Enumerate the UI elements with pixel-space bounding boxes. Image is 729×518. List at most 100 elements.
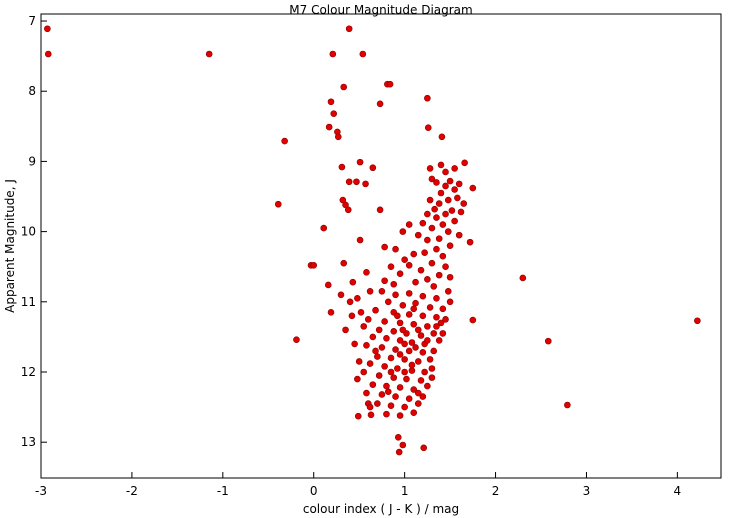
y-tick-label: 8 bbox=[28, 84, 36, 98]
scatter-point bbox=[329, 50, 337, 58]
scatter-point bbox=[444, 196, 452, 204]
scatter-point bbox=[437, 189, 445, 197]
x-tick-label: 2 bbox=[492, 484, 500, 498]
scatter-point bbox=[414, 358, 422, 365]
x-axis-label: colour index ( J - K ) / mag bbox=[303, 502, 459, 516]
scatter-point bbox=[446, 298, 454, 306]
scatter-point bbox=[399, 441, 407, 449]
scatter-point bbox=[376, 100, 384, 108]
scatter-point bbox=[327, 98, 335, 106]
scatter-point bbox=[339, 196, 347, 204]
scatter-point bbox=[374, 353, 381, 360]
scatter-point bbox=[426, 356, 434, 363]
scatter-point bbox=[372, 347, 379, 355]
scatter-point bbox=[392, 346, 399, 353]
scatter-point bbox=[374, 400, 381, 407]
scatter-point bbox=[420, 444, 428, 452]
scatter-point bbox=[469, 184, 477, 192]
scatter-point bbox=[386, 80, 394, 88]
scatter-point bbox=[405, 395, 413, 402]
x-tick-label: 4 bbox=[674, 484, 682, 498]
scatter-point bbox=[424, 236, 431, 244]
scatter-point bbox=[417, 332, 425, 339]
scatter-point bbox=[401, 368, 408, 376]
scatter-point bbox=[396, 384, 404, 391]
x-tick-label: 0 bbox=[310, 484, 318, 498]
scatter-point bbox=[337, 291, 345, 299]
scatter-point bbox=[446, 242, 454, 249]
scatter-point bbox=[387, 263, 395, 271]
scatter-point bbox=[431, 205, 438, 213]
scatter-point bbox=[396, 351, 404, 358]
scatter-point bbox=[433, 294, 440, 302]
scatter-point bbox=[433, 179, 440, 186]
scatter-point bbox=[354, 294, 361, 302]
scatter-point bbox=[293, 336, 300, 344]
scatter-point bbox=[442, 316, 449, 323]
y-tick-label: 10 bbox=[21, 225, 36, 239]
scatter-point bbox=[444, 228, 452, 235]
scatter-point bbox=[401, 340, 408, 348]
scatter-point bbox=[334, 133, 342, 141]
scatter-point bbox=[442, 182, 449, 190]
scatter-point bbox=[442, 263, 449, 271]
scatter-point bbox=[403, 375, 410, 383]
scatter-point bbox=[399, 326, 407, 334]
scatter-point bbox=[392, 291, 399, 299]
scatter-point bbox=[367, 411, 375, 419]
scatter-point bbox=[424, 276, 431, 283]
scatter-point bbox=[383, 410, 390, 418]
scatter-point bbox=[433, 214, 440, 221]
scatter-point bbox=[446, 177, 454, 185]
scatter-point bbox=[384, 388, 392, 395]
scatter-point bbox=[564, 401, 571, 409]
x-tick-label: 3 bbox=[583, 484, 591, 498]
scatter-point bbox=[396, 337, 404, 344]
scatter-point bbox=[342, 326, 349, 334]
scatter-point bbox=[412, 278, 419, 286]
scatter-point bbox=[457, 208, 465, 216]
scatter-point bbox=[320, 224, 328, 232]
y-tick-label: 11 bbox=[21, 295, 36, 309]
scatter-point bbox=[435, 235, 443, 242]
scatter-point bbox=[435, 271, 443, 279]
scatter-point bbox=[446, 273, 454, 281]
scatter-point bbox=[392, 393, 399, 400]
scatter-point bbox=[356, 236, 364, 244]
scatter-point bbox=[428, 175, 436, 183]
scatter-point bbox=[519, 274, 527, 282]
scatter-point bbox=[405, 311, 413, 318]
scatter-point bbox=[694, 317, 701, 325]
scatter-point bbox=[405, 262, 413, 269]
scatter-point bbox=[414, 231, 422, 239]
scatter-point bbox=[390, 374, 398, 381]
scatter-point bbox=[405, 347, 413, 355]
scatter-point bbox=[439, 221, 447, 228]
scatter-point bbox=[435, 337, 443, 344]
scatter-point bbox=[428, 259, 436, 267]
scatter-point bbox=[366, 287, 374, 295]
scatter-point bbox=[454, 194, 461, 202]
scatter-point bbox=[366, 360, 374, 367]
scatter-point bbox=[274, 200, 282, 208]
scatter-point bbox=[414, 400, 422, 407]
scatter-point bbox=[205, 50, 213, 58]
chart-title: M7 Colour Magnitude Diagram bbox=[289, 3, 472, 17]
scatter-point bbox=[419, 393, 427, 400]
scatter-point bbox=[448, 207, 456, 214]
scatter-point bbox=[356, 158, 364, 166]
scatter-point bbox=[310, 262, 318, 269]
scatter-point bbox=[424, 382, 431, 390]
scatter-point bbox=[430, 283, 438, 290]
scatter-point bbox=[381, 277, 388, 285]
scatter-point bbox=[430, 330, 438, 337]
scatter-point bbox=[375, 326, 383, 334]
x-tick-label: -2 bbox=[126, 484, 138, 498]
scatter-point bbox=[378, 391, 386, 398]
scatter-point bbox=[408, 339, 416, 346]
scatter-point bbox=[417, 266, 425, 274]
scatter-point bbox=[401, 403, 408, 411]
scatter-point bbox=[44, 25, 51, 33]
scatter-point bbox=[433, 323, 440, 330]
scatter-point bbox=[376, 206, 384, 214]
